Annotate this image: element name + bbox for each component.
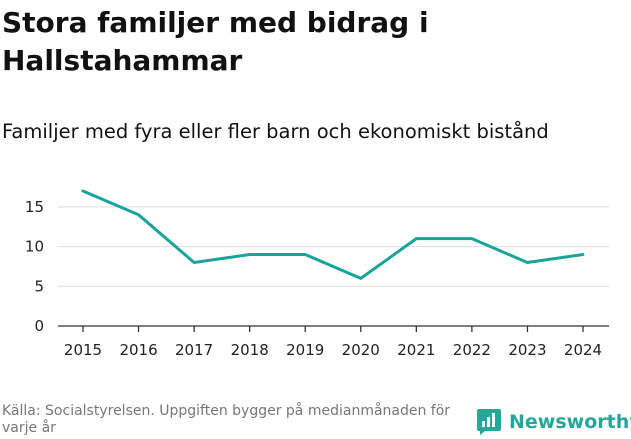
data-point-2018 [248,253,252,257]
gridlines [58,206,609,287]
data-point-2024 [581,253,585,257]
x-tick-label: 2022 [453,341,491,359]
x-tick-label: 2019 [286,341,324,359]
x-tick-label: 2016 [119,341,157,359]
source-note: Källa: Socialstyrelsen. Uppgiften bygger… [2,403,451,436]
data-point-2021 [414,237,418,241]
x-tick-label: 2017 [175,341,213,359]
data-point-2016 [137,213,141,217]
data-point-2023 [525,260,529,264]
data-point-2022 [470,237,474,241]
brand-logo: Newsworthy [476,408,631,436]
x-tick-label: 2021 [397,341,435,359]
data-point-2017 [192,260,196,264]
y-tick-label: 0 [34,317,44,335]
y-tick-label: 5 [34,277,44,295]
chart-subtitle: Familjer med fyra eller fler barn och ek… [2,120,549,143]
x-tick-label: 2020 [342,341,380,359]
chart-title: Stora familjer med bidrag i Hallstahamma… [2,6,429,77]
brand-name: Newsworthy [509,411,631,433]
series-layer [81,189,585,280]
x-tick-label: 2015 [64,341,102,359]
series-line-0 [81,189,585,280]
data-point-2015 [81,189,85,193]
newsworthy-logo-icon [477,409,501,435]
y-tick-label: 10 [25,238,44,256]
y-tick-label: 15 [25,198,44,216]
y-axis: 0 5 10 15 [25,198,44,335]
x-axis: 2015 2016 2017 2018 2019 2020 2021 2022 2023 2024 [58,325,609,359]
x-tick-label: 2018 [231,341,269,359]
x-tick-label: 2024 [564,341,602,359]
x-tick-label: 2023 [508,341,546,359]
data-point-2020 [359,276,363,280]
data-point-2019 [303,253,307,257]
